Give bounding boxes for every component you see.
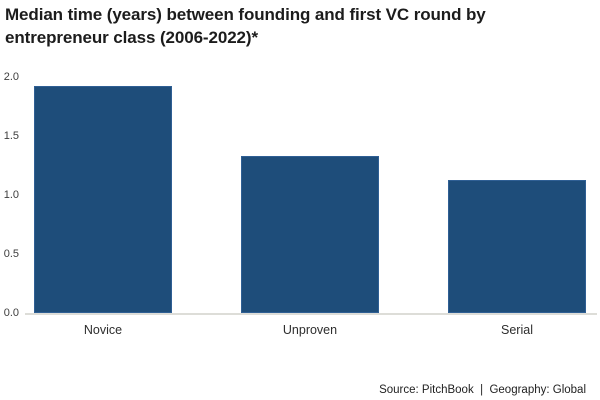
x-axis-line (25, 313, 597, 315)
bar-group-unproven: Unproven (241, 77, 379, 337)
source-line: Source: PitchBook | Geography: Global (379, 384, 586, 396)
bar-serial (448, 179, 586, 313)
x-category-label: Novice (83, 323, 123, 337)
y-tick-label: 2.0 (3, 71, 19, 83)
chart-footer: Source: PitchBook | Geography: Global *A… (379, 353, 586, 400)
y-tick-label: 1.0 (3, 189, 19, 201)
y-tick-label: 1.5 (3, 130, 19, 142)
x-category-label: Serial (501, 323, 533, 337)
plot-area: Novice Unproven Serial (34, 77, 586, 337)
bar-unproven (241, 156, 379, 313)
bar-group-serial: Serial (448, 77, 586, 337)
bar-group-novice: Novice (34, 77, 172, 337)
y-tick-label: 0.0 (3, 307, 19, 319)
x-category-label: Unproven (282, 323, 338, 337)
y-tick-label: 0.5 (3, 248, 19, 260)
chart-title: Median time (years) between founding and… (5, 5, 486, 47)
bar-novice (34, 86, 172, 313)
y-axis: 2.0 1.5 1.0 0.5 0.0 (0, 71, 19, 319)
